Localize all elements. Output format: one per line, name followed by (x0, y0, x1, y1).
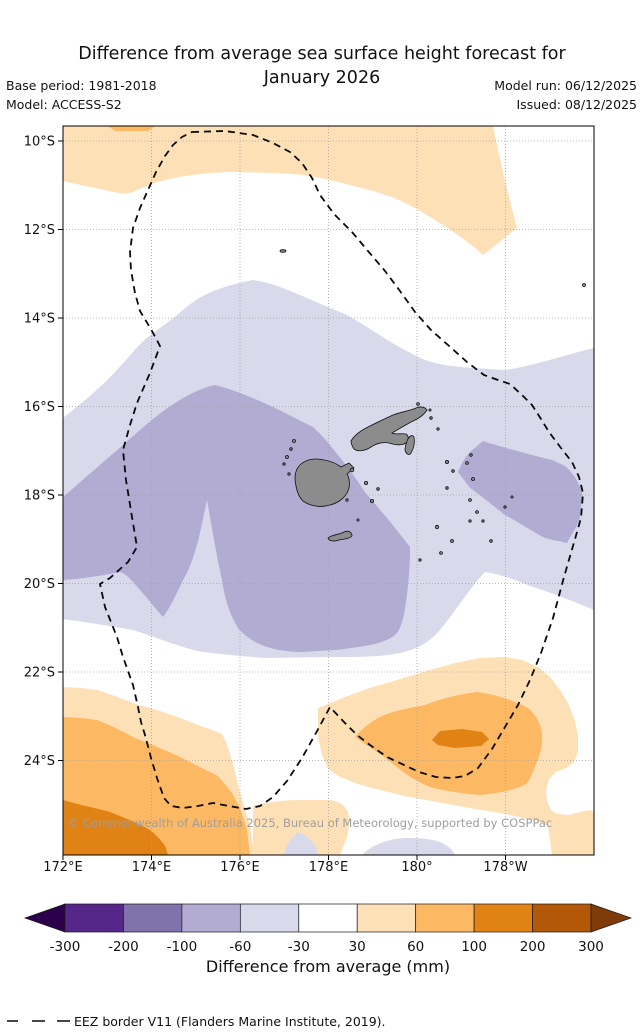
contour-bottom-mound-east (362, 838, 455, 855)
cb-tick-m30: -30 (288, 939, 310, 955)
island-rotuma (279, 249, 287, 253)
colorbar-seg-5 (356, 903, 417, 933)
cb-tick-100: 100 (461, 939, 487, 955)
x-tick-178w: 178°W (483, 860, 527, 875)
model-run-label: Model run: 06/12/2025 (494, 78, 637, 93)
contour-north-band-30-60 (63, 126, 517, 255)
colorbar-seg-0 (64, 903, 124, 933)
y-tick-10s: 10°S (24, 135, 55, 150)
y-tick-18s: 18°S (24, 489, 55, 504)
y-axis-labels: 10°S 12°S 14°S 16°S 18°S 20°S 22°S 24°S (24, 135, 55, 770)
cb-tick-m100: -100 (167, 939, 198, 955)
cb-tick-200: 200 (520, 939, 546, 955)
colorbar-seg-4 (298, 903, 358, 933)
cb-tick-60: 60 (407, 939, 424, 955)
y-tick-16s: 16°S (24, 400, 55, 415)
contour-sw-corner-100-200 (63, 800, 168, 855)
colorbar-under-arrow (23, 903, 66, 933)
cb-tick-m300: -300 (50, 939, 81, 955)
y-tick-20s: 20°S (24, 577, 55, 592)
colorbar-tick-labels: -300 -200 -100 -60 -30 30 60 100 200 300 (50, 939, 604, 955)
y-tick-12s: 12°S (24, 223, 55, 238)
colorbar-seg-7 (473, 903, 533, 933)
contour-core-m60-m100 (63, 385, 410, 652)
island-taveuni (404, 435, 415, 455)
y-tick-24s: 24°S (24, 754, 55, 769)
model-label: Model: ACCESS-S2 (6, 97, 122, 112)
x-tick-178e: 178°E (309, 860, 349, 875)
eez-border-line (99, 130, 584, 810)
fiji-islands (279, 249, 586, 562)
colorbar: -300 -200 -100 -60 -30 30 60 100 200 300… (23, 903, 633, 976)
axis-tickmarks (58, 140, 506, 860)
colorbar-seg-8 (532, 903, 592, 933)
cb-tick-m60: -60 (229, 939, 251, 955)
small-islands (282, 283, 586, 562)
contour-top-sliver-60-100 (108, 126, 155, 131)
contour-east-patch-m60-m100 (458, 441, 582, 543)
colorbar-over-arrow (590, 903, 633, 933)
colorbar-title: Difference from average (mm) (206, 957, 450, 976)
footnote: EEZ border V11 (Flanders Marine Institut… (7, 1014, 386, 1029)
y-tick-22s: 22°S (24, 666, 55, 681)
contour-bottom-mound-west (283, 832, 318, 855)
colorbar-seg-3 (239, 903, 300, 933)
colorbar-seg-6 (415, 903, 475, 933)
x-tick-172e: 172°E (43, 860, 83, 875)
base-period-label: Base period: 1981-2018 (6, 78, 157, 93)
cb-tick-300: 300 (578, 939, 604, 955)
x-tick-180: 180° (401, 860, 432, 875)
x-tick-176e: 176°E (220, 860, 260, 875)
island-vanua-levu (350, 406, 428, 452)
x-tick-174e: 174°E (132, 860, 172, 875)
cb-tick-m200: -200 (108, 939, 139, 955)
copyright-text: © Commonwealth of Australia 2025, Bureau… (68, 816, 552, 830)
x-axis-labels: 172°E 174°E 176°E 178°E 180° 178°W (43, 860, 527, 875)
contour-lowmid-30-60 (253, 800, 349, 855)
island-viti-levu (294, 458, 355, 507)
issued-label: Issued: 08/12/2025 (516, 97, 638, 112)
y-tick-14s: 14°S (24, 312, 55, 327)
figure-title-line1: Difference from average sea surface heig… (78, 44, 566, 64)
cb-tick-30: 30 (349, 939, 366, 955)
figure-title-line2: January 2026 (263, 68, 381, 88)
colorbar-seg-1 (123, 903, 183, 933)
map-gridlines (63, 126, 594, 855)
contour-se-core-100-200 (432, 729, 489, 748)
footnote-text: EEZ border V11 (Flanders Marine Institut… (74, 1014, 386, 1029)
island-kadavu (327, 530, 353, 542)
colorbar-seg-2 (181, 903, 241, 933)
